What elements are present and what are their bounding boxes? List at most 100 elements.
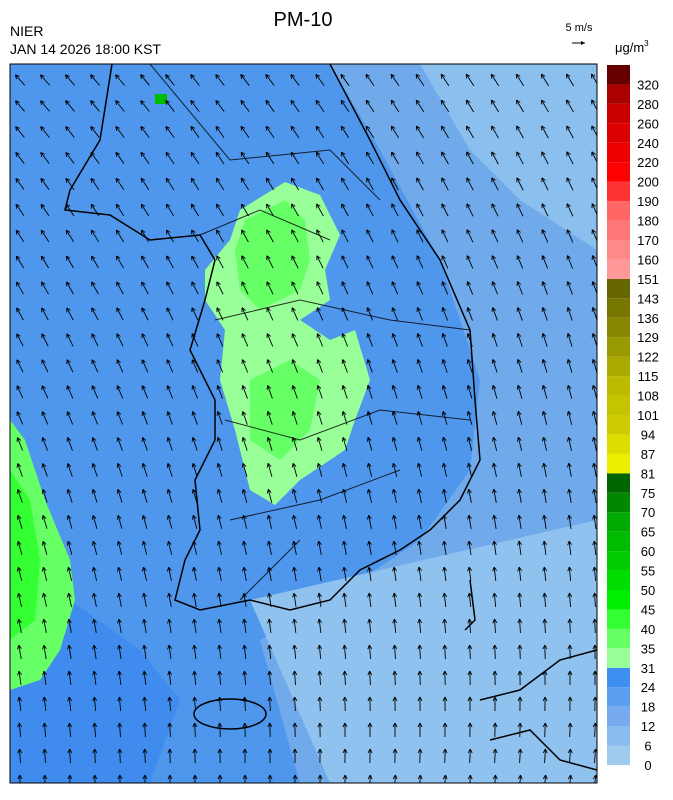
wind-arrow bbox=[567, 696, 573, 712]
wind-arrow bbox=[116, 385, 124, 399]
wind-arrow bbox=[467, 566, 472, 582]
wind-arrow bbox=[291, 333, 299, 347]
wind-arrow bbox=[391, 151, 399, 165]
wind-arrow bbox=[341, 333, 349, 347]
wind-arrow bbox=[167, 644, 172, 659]
wind-arrow bbox=[241, 307, 249, 321]
wind-arrow bbox=[392, 644, 398, 660]
wind-arrow bbox=[541, 125, 549, 139]
wind-arrow bbox=[15, 152, 25, 164]
wind-arrow bbox=[367, 696, 373, 712]
wind-arrow bbox=[441, 359, 448, 373]
wind-arrow bbox=[41, 411, 49, 425]
wind-arrow bbox=[141, 437, 148, 451]
colorbar-box bbox=[607, 162, 630, 182]
wind-arrow bbox=[466, 125, 474, 139]
wind-arrow bbox=[67, 748, 73, 764]
wind-arrow bbox=[516, 203, 524, 217]
colorbar-label: 35 bbox=[641, 641, 655, 656]
wind-arrow bbox=[241, 255, 249, 269]
colorbar-box bbox=[607, 201, 630, 221]
wind-arrow bbox=[417, 644, 423, 660]
wind-arrow bbox=[516, 462, 522, 477]
wind-arrow bbox=[216, 437, 223, 451]
wind-arrow bbox=[267, 618, 272, 633]
wind-arrow bbox=[266, 281, 274, 295]
wind-arrow bbox=[341, 514, 347, 529]
colorbar-label: 94 bbox=[641, 427, 655, 442]
green-zone bbox=[155, 94, 167, 104]
wind-arrow bbox=[441, 255, 449, 269]
wind-arrow bbox=[516, 229, 524, 243]
map-zone bbox=[420, 64, 597, 250]
wind-arrow bbox=[115, 203, 125, 217]
wind-arrow bbox=[517, 722, 523, 738]
wind-arrow bbox=[466, 410, 473, 425]
wind-arrow bbox=[591, 125, 597, 137]
wind-arrow bbox=[140, 74, 150, 86]
wind-arrow bbox=[342, 670, 348, 686]
wind-arrow bbox=[566, 229, 574, 243]
wind-arrow bbox=[390, 73, 400, 87]
wind-arrow bbox=[417, 514, 422, 529]
wind-arrow bbox=[541, 333, 548, 347]
wind-arrow bbox=[290, 73, 300, 86]
wind-arrow bbox=[441, 385, 448, 399]
wind-arrow bbox=[316, 385, 323, 399]
wind-arrow bbox=[467, 592, 473, 608]
wind-arrow bbox=[417, 618, 423, 634]
wind-arrow bbox=[567, 774, 573, 783]
wind-arrow bbox=[567, 540, 573, 556]
colorbar-box bbox=[607, 531, 630, 552]
wind-arrow bbox=[266, 203, 274, 217]
wind-arrow bbox=[40, 229, 50, 243]
wind-arrow bbox=[566, 307, 573, 321]
colorbar-label: 18 bbox=[641, 700, 655, 715]
wind-arrow bbox=[116, 437, 123, 451]
wind-arrow bbox=[242, 696, 248, 712]
colorbar-label: 240 bbox=[637, 136, 659, 151]
wind-arrow bbox=[66, 307, 74, 321]
wind-arrow bbox=[592, 774, 597, 783]
wind-arrow bbox=[542, 592, 548, 608]
wind-arrow bbox=[141, 514, 148, 529]
wind-arrow bbox=[392, 748, 398, 764]
wind-arrow bbox=[192, 618, 197, 633]
wind-arrow bbox=[341, 281, 349, 295]
wind-arrow bbox=[66, 489, 73, 503]
wind-arrow bbox=[65, 151, 75, 164]
wind-arrow bbox=[542, 670, 548, 686]
wind-arrow bbox=[516, 125, 524, 139]
wind-arrow bbox=[592, 514, 597, 529]
wind-arrow bbox=[16, 437, 23, 451]
wind-arrow bbox=[41, 514, 48, 529]
wind-arrow bbox=[567, 748, 573, 764]
wind-arrow bbox=[141, 540, 148, 555]
coastline bbox=[464, 579, 597, 771]
wind-arrow bbox=[491, 125, 499, 139]
timestamp: JAN 14 2026 18:00 KST bbox=[10, 41, 161, 57]
wind-arrow bbox=[441, 410, 448, 425]
wind-arrow bbox=[567, 462, 572, 477]
wind-arrow bbox=[65, 177, 75, 190]
wind-arrow bbox=[366, 307, 374, 321]
wind-arrow bbox=[566, 384, 573, 399]
wind-arrow bbox=[391, 255, 399, 269]
colorbar-label: 320 bbox=[637, 77, 659, 92]
wind-arrow bbox=[291, 229, 299, 243]
wind-arrow bbox=[466, 462, 472, 477]
wind-arrow bbox=[92, 696, 98, 712]
wind-arrow bbox=[266, 514, 273, 529]
wind-arrow bbox=[242, 566, 247, 581]
wind-arrow bbox=[217, 748, 223, 764]
wind-arrow bbox=[166, 463, 173, 477]
wind-arrow bbox=[441, 203, 449, 217]
wind-arrow bbox=[416, 151, 424, 165]
wind-arrow bbox=[142, 696, 148, 712]
wind-arrow bbox=[517, 644, 523, 660]
wind-arrow bbox=[467, 618, 473, 634]
wind-arrow bbox=[592, 592, 597, 608]
wind-arrow bbox=[316, 203, 324, 217]
wind-arrow bbox=[291, 359, 298, 373]
wind-arrow bbox=[166, 385, 174, 399]
